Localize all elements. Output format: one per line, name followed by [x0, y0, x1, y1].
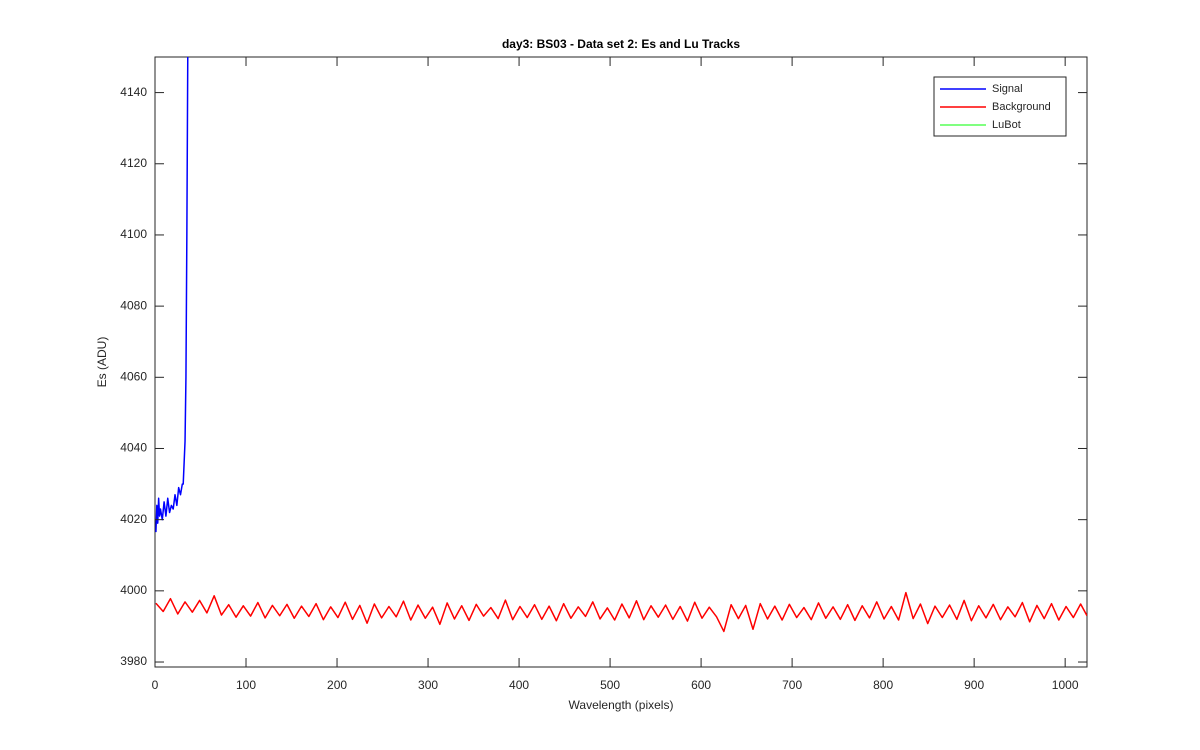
x-axis-label: Wavelength (pixels) — [569, 698, 674, 712]
y-tick-label: 4120 — [120, 156, 147, 170]
y-tick-label: 4040 — [120, 441, 147, 455]
y-tick-label: 3980 — [120, 654, 147, 668]
x-tick-label: 0 — [152, 678, 159, 692]
x-tick-label: 800 — [873, 678, 893, 692]
data-line — [155, 57, 189, 533]
y-axis-label: Es (ADU) — [95, 337, 109, 388]
y-tick-label: 4060 — [120, 369, 147, 383]
x-tick-label: 200 — [327, 678, 347, 692]
legend-label: Background — [992, 101, 1051, 113]
y-tick-label: 4000 — [120, 583, 147, 597]
x-tick-label: 400 — [509, 678, 529, 692]
x-tick-label: 500 — [600, 678, 620, 692]
y-tick-label: 4020 — [120, 512, 147, 526]
x-tick-label: 900 — [964, 678, 984, 692]
x-tick-label: 1000 — [1052, 678, 1079, 692]
plot-area — [154, 56, 1088, 668]
x-tick-label: 100 — [236, 678, 256, 692]
y-tick-label: 4140 — [120, 85, 147, 99]
legend-label: Signal — [992, 83, 1023, 95]
data-line — [155, 591, 1087, 633]
plot-lines — [155, 57, 1087, 633]
x-tick-label: 700 — [782, 678, 802, 692]
y-tick-label: 4100 — [120, 227, 147, 241]
legend-label: LuBot — [992, 119, 1021, 131]
chart-title: day3: BS03 - Data set 2: Es and Lu Track… — [502, 37, 740, 51]
x-tick-label: 600 — [691, 678, 711, 692]
y-tick-label: 4080 — [120, 298, 147, 312]
x-tick-label: 300 — [418, 678, 438, 692]
